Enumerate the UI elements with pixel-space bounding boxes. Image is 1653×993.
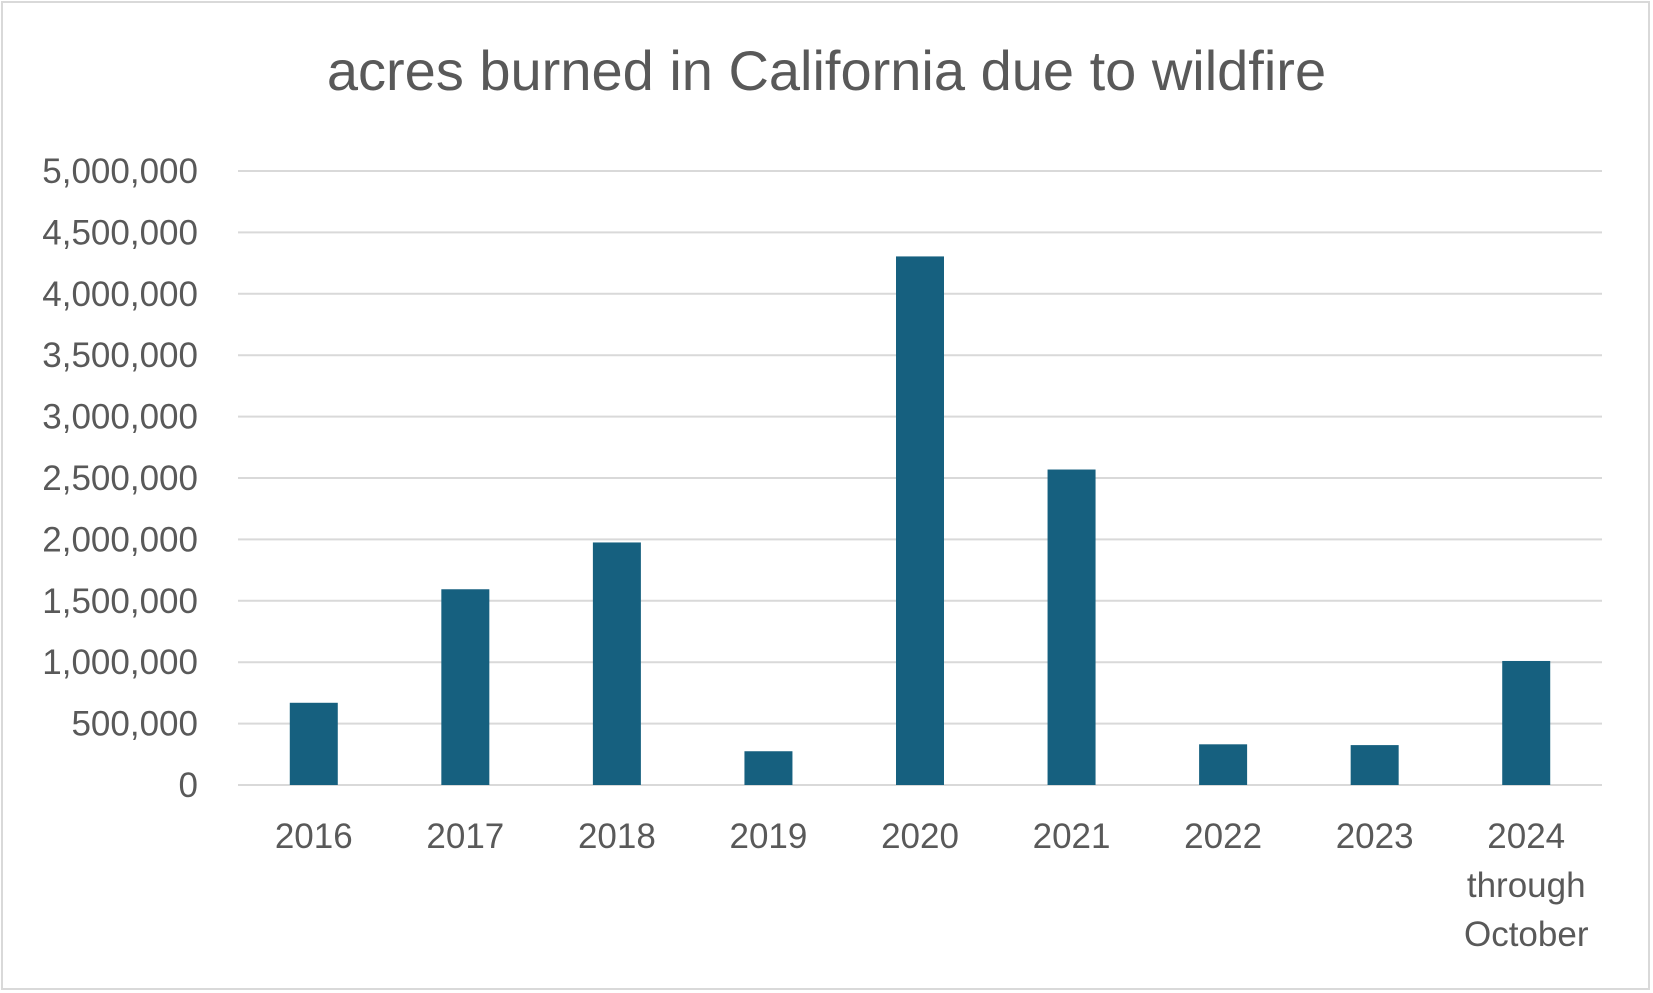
bar-2021 bbox=[1047, 469, 1096, 785]
x-tick-label: 2019 bbox=[730, 817, 808, 856]
x-axis-ticks: 2016 2017 2018 2019 2020 2021 2022 2023 2024 thro… bbox=[275, 817, 1589, 954]
chart-title: acres burned in California due to wildfi… bbox=[326, 39, 1327, 102]
y-tick-label: 2,500,000 bbox=[42, 459, 198, 498]
bar-2024 bbox=[1502, 660, 1551, 785]
x-tick-label: 2024 through October bbox=[1464, 817, 1589, 954]
y-tick-label: 0 bbox=[179, 766, 198, 805]
x-tick-label: 2018 bbox=[578, 817, 656, 856]
bars bbox=[289, 256, 1551, 786]
x-tick-label: 2017 bbox=[426, 817, 504, 856]
x-tick-label: 2022 bbox=[1184, 817, 1262, 856]
bar-2018 bbox=[592, 542, 641, 785]
y-tick-label: 2,000,000 bbox=[42, 520, 198, 559]
y-tick-label: 1,000,000 bbox=[42, 643, 198, 682]
y-tick-label: 3,000,000 bbox=[42, 398, 198, 437]
x-tick-label: 2021 bbox=[1033, 817, 1111, 856]
bar-2016 bbox=[289, 702, 338, 785]
bar-2017 bbox=[441, 589, 490, 785]
y-tick-label: 3,500,000 bbox=[42, 336, 198, 375]
y-tick-label: 5,000,000 bbox=[42, 152, 198, 191]
x-tick-label: 2023 bbox=[1336, 817, 1414, 856]
y-tick-label: 4,000,000 bbox=[42, 275, 198, 314]
bar-2022 bbox=[1199, 744, 1248, 785]
y-tick-label: 4,500,000 bbox=[42, 213, 198, 252]
x-tick-label: 2016 bbox=[275, 817, 353, 856]
y-axis-ticks: 0 500,000 1,000,000 1,500,000 2,000,000 2,500… bbox=[42, 152, 198, 805]
y-tick-label: 1,500,000 bbox=[42, 582, 198, 621]
bar-2019 bbox=[744, 751, 793, 785]
x-tick-label: 2020 bbox=[881, 817, 959, 856]
bar-2020 bbox=[896, 256, 944, 786]
y-tick-label: 500,000 bbox=[71, 705, 198, 744]
bar-2023 bbox=[1350, 745, 1399, 785]
